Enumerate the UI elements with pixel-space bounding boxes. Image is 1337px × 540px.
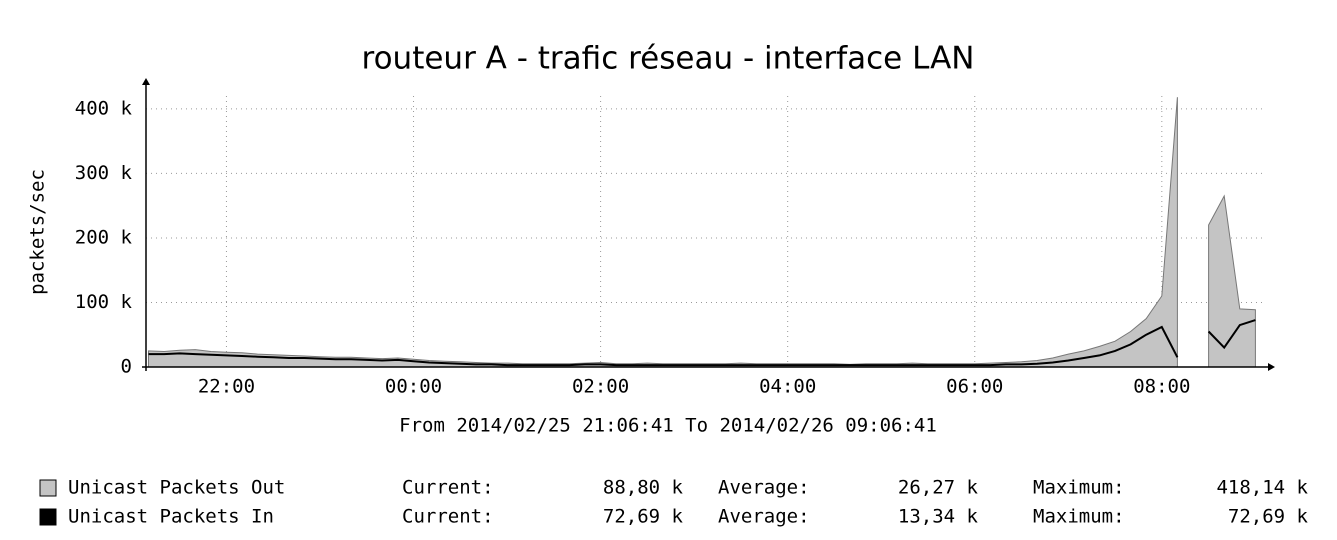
area [1208, 194, 1256, 368]
stat-label: Average: [718, 477, 810, 499]
x-axis-arrow [1268, 363, 1275, 371]
stat-value: 26,27 k [898, 477, 979, 499]
area [148, 97, 1178, 368]
y-tick-label: 200 k [75, 226, 133, 248]
legend-label: Unicast Packets Out [68, 477, 285, 499]
x-tick-label: 00:00 [385, 376, 442, 398]
legend-swatch [39, 479, 57, 497]
stat-label: Average: [718, 506, 810, 528]
stat-label: Maximum: [1033, 506, 1125, 528]
y-tick-label: 300 k [75, 162, 133, 184]
y-axis-label: packets/sec [27, 169, 49, 295]
stat-value: 418,14 k [1216, 477, 1308, 499]
chart-title: routeur A - trafic réseau - interface LA… [362, 41, 975, 77]
y-tick-label: 400 k [75, 97, 133, 119]
stat-label: Maximum: [1033, 477, 1125, 499]
x-tick-label: 02:00 [572, 376, 629, 398]
x-tick-label: 04:00 [759, 376, 816, 398]
legend-label: Unicast Packets In [68, 506, 274, 528]
y-axis-arrow [142, 78, 150, 85]
stat-value: 88,80 k [603, 477, 684, 499]
subtitle: From 2014/02/25 21:06:41 To 2014/02/26 0… [399, 415, 937, 437]
x-tick-label: 22:00 [198, 376, 255, 398]
x-tick-label: 08:00 [1133, 376, 1190, 398]
stat-label: Current: [402, 477, 494, 499]
x-tick-label: 06:00 [946, 376, 1003, 398]
line [148, 325, 1179, 367]
y-tick-label: 0 [121, 356, 132, 378]
line [1207, 319, 1256, 350]
stat-value: 72,69 k [1228, 506, 1309, 528]
legend-swatch [39, 508, 57, 526]
stat-value: 72,69 k [603, 506, 684, 528]
y-tick-label: 100 k [75, 291, 133, 313]
stat-value: 13,34 k [898, 506, 979, 528]
stat-label: Current: [402, 506, 494, 528]
